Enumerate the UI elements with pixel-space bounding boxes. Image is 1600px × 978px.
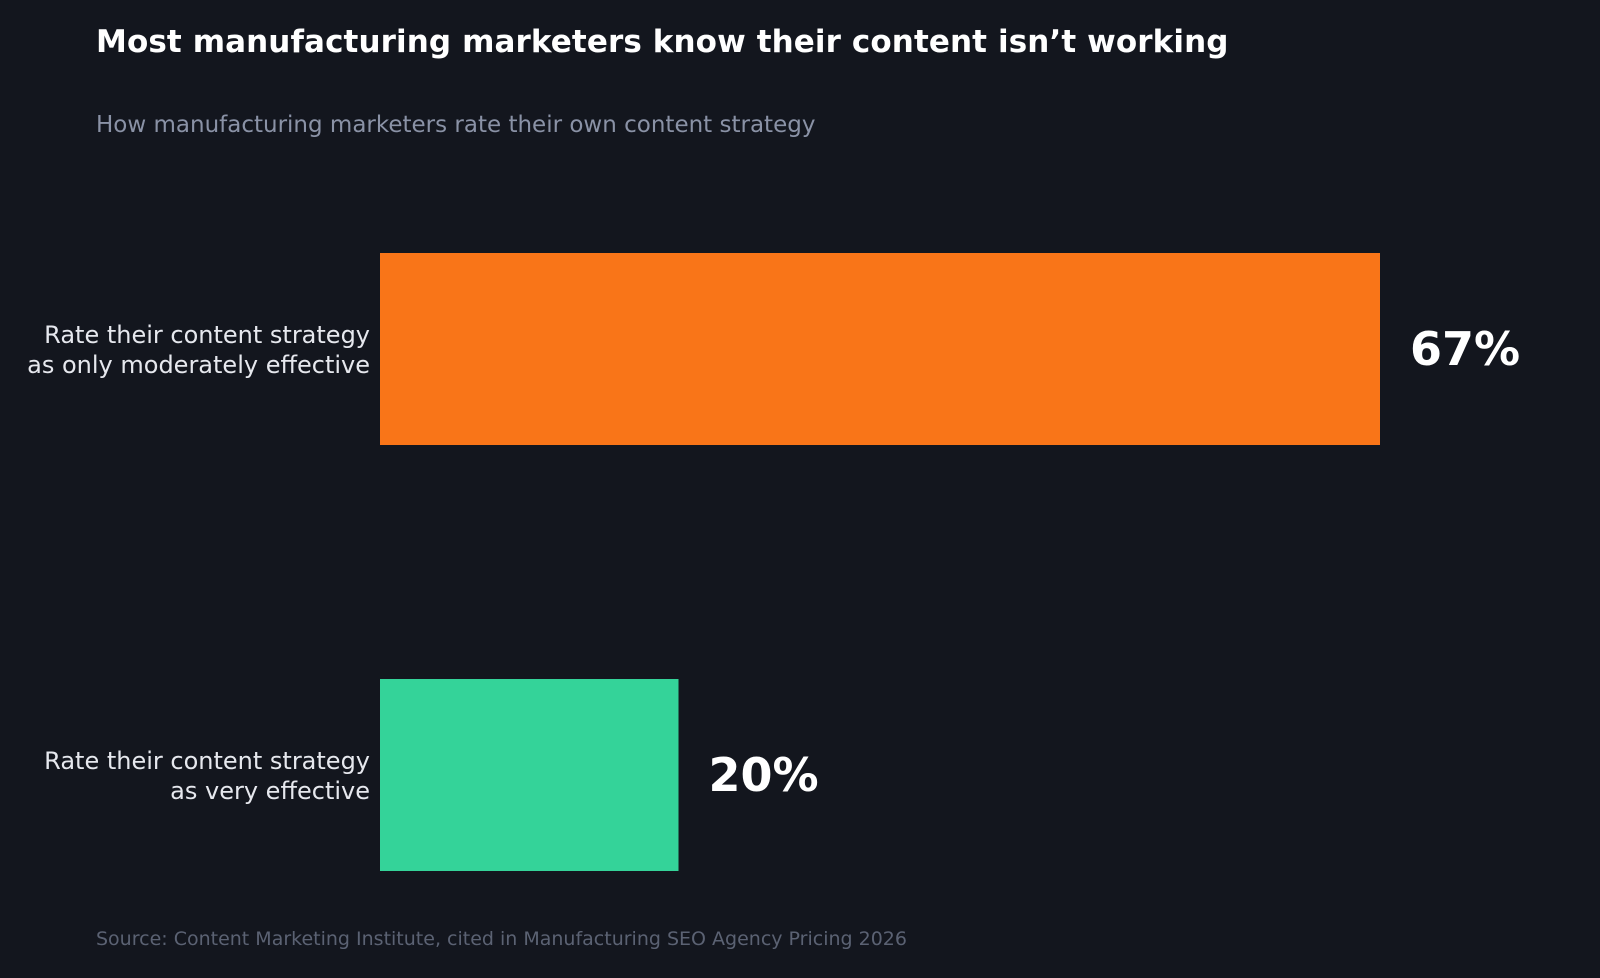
category-label-line: Rate their content strategy — [44, 747, 370, 775]
category-label-line: as very effective — [170, 777, 370, 805]
category-label-line: Rate their content strategy — [44, 321, 370, 349]
category-label-1: Rate their content strategy as only moder… — [27, 321, 370, 379]
bar-1 — [380, 253, 1380, 445]
category-label-2: Rate their content strategy as very effec… — [44, 747, 370, 805]
bar-2 — [380, 679, 679, 871]
chart-title: Most manufacturing marketers know their … — [96, 24, 1229, 60]
value-label-2: 20% — [709, 748, 819, 802]
category-label-line: as only moderately effective — [27, 351, 370, 379]
source-note: Source: Content Marketing Institute, cit… — [96, 928, 907, 950]
value-label-1: 67% — [1410, 322, 1520, 376]
chart-subtitle: How manufacturing marketers rate their o… — [96, 112, 816, 138]
